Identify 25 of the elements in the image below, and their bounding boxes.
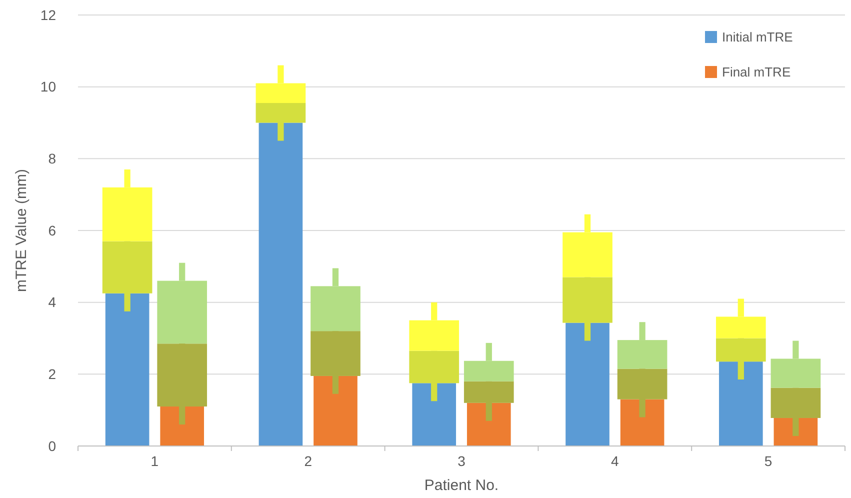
x-tick-label: 3 bbox=[458, 453, 466, 469]
bar bbox=[718, 362, 763, 446]
bar bbox=[105, 293, 150, 446]
bar bbox=[466, 402, 511, 446]
y-tick-label: 6 bbox=[48, 222, 56, 238]
x-tick-label: 4 bbox=[611, 453, 619, 469]
x-tick-label: 1 bbox=[150, 453, 159, 469]
y-tick-label: 2 bbox=[48, 366, 56, 382]
bar bbox=[258, 122, 303, 446]
legend-label: Initial mTRE bbox=[722, 30, 794, 45]
bar bbox=[620, 399, 664, 446]
x-tick-label: 2 bbox=[304, 453, 312, 469]
legend-label: Final mTRE bbox=[722, 64, 791, 80]
y-tick-label: 8 bbox=[48, 150, 56, 167]
bar bbox=[566, 322, 610, 446]
bar bbox=[160, 406, 204, 446]
y-axis-title: mTRE Value (mm) bbox=[13, 168, 30, 292]
y-tick-label: 10 bbox=[40, 78, 56, 95]
y-tick-label: 4 bbox=[48, 294, 56, 310]
x-tick-label: 5 bbox=[764, 453, 772, 469]
y-tick-label: 0 bbox=[48, 438, 56, 454]
bar bbox=[412, 383, 456, 446]
y-tick-label: 12 bbox=[40, 6, 56, 23]
bar bbox=[314, 376, 358, 446]
x-axis-title: Patient No. bbox=[424, 477, 499, 494]
